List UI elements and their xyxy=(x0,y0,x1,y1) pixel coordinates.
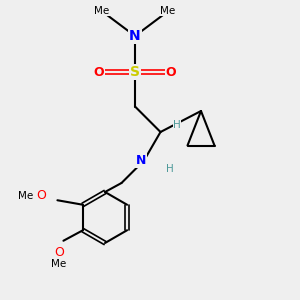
Text: N: N xyxy=(136,154,146,167)
Text: N: N xyxy=(129,29,141,43)
Text: Me: Me xyxy=(94,5,110,16)
Text: O: O xyxy=(94,65,104,79)
Text: Me: Me xyxy=(160,5,175,16)
Text: Me: Me xyxy=(18,191,33,201)
Text: H: H xyxy=(173,119,181,130)
Text: Me: Me xyxy=(51,259,66,269)
Text: O: O xyxy=(166,65,176,79)
Text: H: H xyxy=(166,164,173,175)
Text: S: S xyxy=(130,65,140,79)
Text: O: O xyxy=(54,246,64,259)
Text: O: O xyxy=(36,189,46,202)
